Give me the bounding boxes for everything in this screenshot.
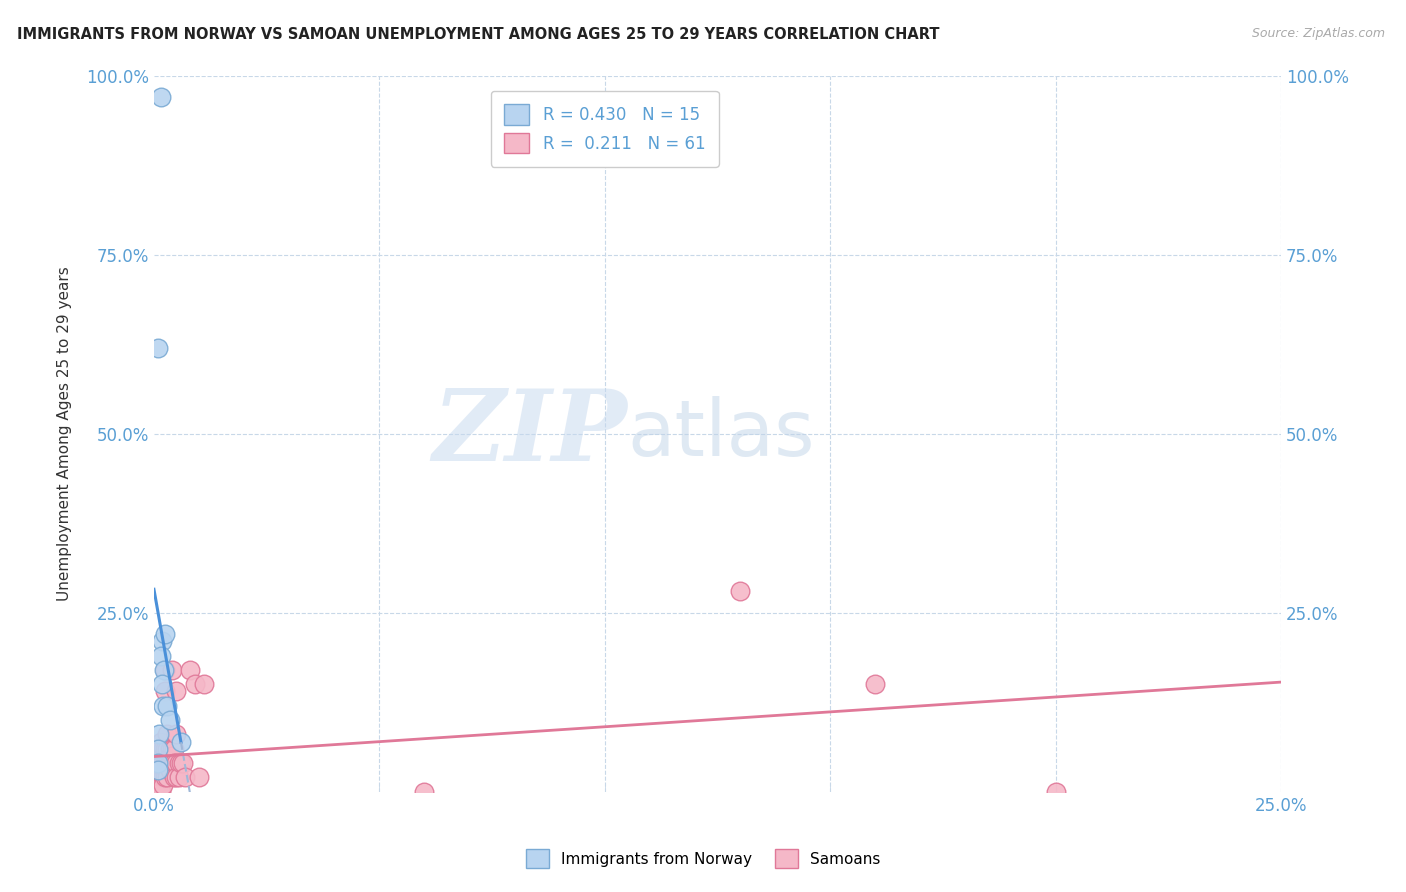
Point — [149, 785, 172, 799]
Point — [149, 770, 172, 784]
Point — [163, 741, 186, 756]
Point — [152, 763, 174, 777]
Point — [145, 770, 167, 784]
Point — [145, 778, 167, 792]
Point — [159, 756, 181, 770]
Text: ZIP: ZIP — [432, 385, 627, 482]
Point — [149, 748, 172, 763]
Point — [148, 341, 170, 355]
Point — [863, 677, 886, 691]
Point — [170, 756, 193, 770]
Point — [172, 756, 194, 770]
Point — [159, 763, 181, 777]
Point — [166, 684, 188, 698]
Y-axis label: Unemployment Among Ages 25 to 29 years: Unemployment Among Ages 25 to 29 years — [58, 266, 72, 601]
Point — [153, 627, 176, 641]
Legend: Immigrants from Norway, Samoans: Immigrants from Norway, Samoans — [517, 841, 889, 875]
Point — [156, 756, 179, 770]
Point — [149, 778, 172, 792]
Point — [160, 663, 183, 677]
Point — [148, 727, 170, 741]
Point — [159, 748, 181, 763]
Point — [148, 785, 170, 799]
Point — [156, 698, 179, 713]
Point — [166, 756, 188, 770]
Point — [145, 763, 167, 777]
Point — [153, 663, 176, 677]
Point — [146, 763, 169, 777]
Point — [174, 770, 197, 784]
Text: IMMIGRANTS FROM NORWAY VS SAMOAN UNEMPLOYMENT AMONG AGES 25 TO 29 YEARS CORRELAT: IMMIGRANTS FROM NORWAY VS SAMOAN UNEMPLO… — [17, 27, 939, 42]
Point — [152, 770, 174, 784]
Point — [179, 663, 201, 677]
Point — [150, 634, 173, 648]
Point — [149, 90, 172, 104]
Point — [148, 763, 170, 777]
Point — [152, 741, 174, 756]
Point — [156, 727, 179, 741]
Point — [160, 748, 183, 763]
Point — [170, 734, 193, 748]
Point — [148, 741, 170, 756]
Point — [166, 727, 188, 741]
Point — [156, 741, 179, 756]
Point — [153, 763, 176, 777]
Point — [163, 770, 186, 784]
Point — [146, 756, 169, 770]
Point — [188, 770, 211, 784]
Point — [148, 778, 170, 792]
Point — [152, 748, 174, 763]
Point — [152, 778, 174, 792]
Point — [149, 741, 172, 756]
Text: atlas: atlas — [627, 396, 815, 472]
Point — [148, 741, 170, 756]
Point — [183, 677, 205, 691]
Point — [159, 713, 181, 727]
Point — [166, 770, 188, 784]
Point — [149, 648, 172, 663]
Point — [167, 756, 190, 770]
Text: Source: ZipAtlas.com: Source: ZipAtlas.com — [1251, 27, 1385, 40]
Point — [149, 734, 172, 748]
Point — [153, 741, 176, 756]
Point — [153, 770, 176, 784]
Point — [159, 741, 181, 756]
Point — [153, 756, 176, 770]
Point — [145, 785, 167, 799]
Point — [193, 677, 215, 691]
Legend: R = 0.430   N = 15, R =  0.211   N = 61: R = 0.430 N = 15, R = 0.211 N = 61 — [491, 91, 718, 167]
Point — [153, 684, 176, 698]
Point — [413, 785, 436, 799]
Point — [149, 756, 172, 770]
Point — [1045, 785, 1067, 799]
Point — [163, 756, 186, 770]
Point — [156, 770, 179, 784]
Point — [149, 763, 172, 777]
Point — [148, 770, 170, 784]
Point — [160, 741, 183, 756]
Point — [152, 698, 174, 713]
Point — [728, 584, 751, 599]
Point — [150, 677, 173, 691]
Point — [153, 663, 176, 677]
Point — [156, 763, 179, 777]
Point — [167, 770, 190, 784]
Point — [148, 756, 170, 770]
Point — [145, 748, 167, 763]
